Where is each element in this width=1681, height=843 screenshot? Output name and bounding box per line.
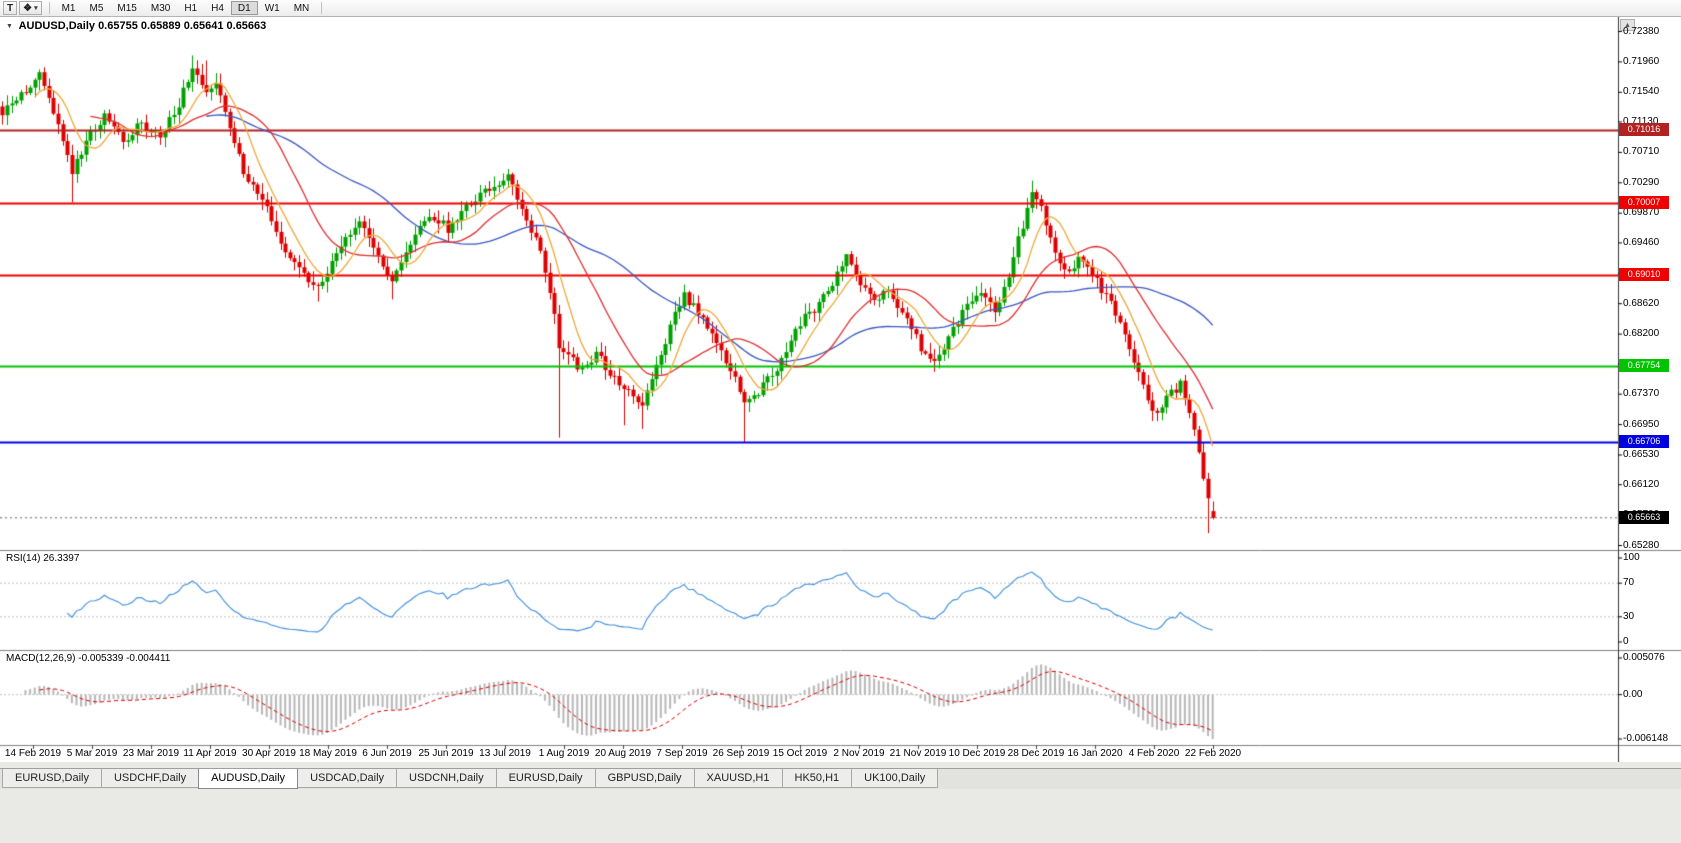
chart-tab-2-audusd-daily[interactable]: AUDUSD,Daily: [198, 769, 299, 789]
timeframe-button-m30[interactable]: M30: [144, 1, 177, 15]
chart-tab-5-eurusd-daily[interactable]: EURUSD,Daily: [495, 769, 596, 788]
tools-icon: ❖: [23, 2, 33, 14]
chart-tab-8-hk50-h1[interactable]: HK50,H1: [781, 769, 853, 788]
chart-tab-3-usdcad-daily[interactable]: USDCAD,Daily: [297, 769, 398, 788]
timeframe-button-mn[interactable]: MN: [287, 1, 317, 15]
chart-tools-dropdown[interactable]: ❖ ▾: [19, 1, 42, 15]
chart-tab-7-xauusd-h1[interactable]: XAUUSD,H1: [693, 769, 783, 788]
chart-tab-0-eurusd-daily[interactable]: EURUSD,Daily: [2, 769, 102, 788]
chart-tab-bar: EURUSD,Daily USDCHF,Daily AUDUSD,Daily USDC…: [0, 768, 1681, 789]
chevron-down-icon: ▾: [34, 5, 38, 12]
timeframe-button-m5[interactable]: M5: [83, 1, 111, 15]
chart-tab-9-uk100-daily[interactable]: UK100,Daily: [851, 769, 939, 788]
up-arrow-icon: ▲: [1624, 21, 1631, 29]
toolbar-separator: [321, 2, 323, 14]
chart-tab-4-usdcnh-daily[interactable]: USDCNH,Daily: [396, 769, 497, 788]
timeframe-button-w1[interactable]: W1: [258, 1, 287, 15]
chart-tab-1-usdchf-daily[interactable]: USDCHF,Daily: [100, 769, 200, 788]
toolbar: T ❖ ▾ M1 M5 M15 M30 H1 H4 D1 W1 MN: [0, 0, 1681, 17]
scroll-up-button[interactable]: ▲: [1620, 19, 1635, 31]
chart-tab-6-gbpusd-daily[interactable]: GBPUSD,Daily: [594, 769, 695, 788]
timeframe-button-m1[interactable]: M1: [55, 1, 83, 15]
chart-window-button[interactable]: T: [3, 1, 18, 15]
timeframe-button-m15[interactable]: M15: [110, 1, 143, 15]
timeframe-button-h4[interactable]: H4: [204, 1, 231, 15]
timeframe-buttons: M1 M5 M15 M30 H1 H4 D1 W1 MN: [55, 1, 317, 15]
price-chart-canvas[interactable]: [0, 17, 1681, 762]
timeframe-button-h1[interactable]: H1: [177, 1, 204, 15]
timeframe-button-d1[interactable]: D1: [230, 1, 258, 15]
toolbar-separator: [48, 2, 50, 14]
chart-window: ▼ AUDUSD,Daily 0.65755 0.65889 0.65641 0…: [0, 17, 1681, 762]
